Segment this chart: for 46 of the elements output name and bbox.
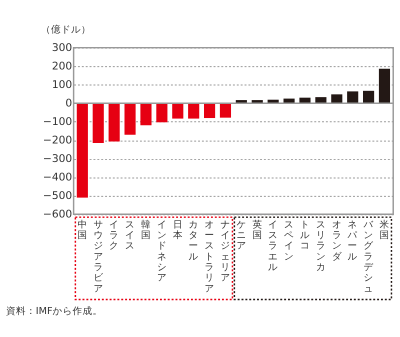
y-tick-label: 100 <box>52 78 72 92</box>
bar <box>124 103 136 135</box>
x-tick-label: 日本 <box>172 219 183 242</box>
x-tick-label: 英国 <box>252 218 262 242</box>
text: 資料：IMFから作成。 <box>6 304 103 317</box>
x-tick-label: ケニア <box>236 219 246 252</box>
y-tick-label: −600 <box>42 208 72 221</box>
bar <box>363 90 374 104</box>
x-tick-label: 中国 <box>77 218 88 242</box>
x-tick-label: オーストラリア <box>204 219 215 294</box>
x-tick-label: カタール <box>188 219 199 262</box>
bar <box>331 94 342 104</box>
x-tick-label: ナイジェリア <box>220 219 230 284</box>
bar <box>188 103 200 119</box>
y-tick-label: 300 <box>52 41 72 54</box>
x-tick-label: スリランカ <box>316 219 326 273</box>
x-tick-label: 韓国 <box>140 218 151 242</box>
y-axis-title: （億ドル） <box>41 24 92 36</box>
bar <box>347 91 358 104</box>
bar <box>76 103 88 198</box>
bar <box>140 103 152 126</box>
y-tick-label: −100 <box>42 115 72 128</box>
bar <box>156 103 168 122</box>
bar <box>172 103 184 119</box>
y-tick-label: 200 <box>52 60 72 73</box>
bar <box>108 103 120 142</box>
x-tick-label: オランダ <box>332 219 343 262</box>
x-tick-label: 米国 <box>379 218 390 242</box>
bar <box>204 103 216 118</box>
x-tick-label: イスラエル <box>268 219 278 273</box>
x-tick-label: スペイン <box>284 219 294 262</box>
y-tick-label: 0 <box>65 96 72 110</box>
x-tick-label: スイス <box>125 219 136 252</box>
y-tick-label: −500 <box>42 189 72 202</box>
bar <box>220 103 232 118</box>
x-tick-label: イラク <box>109 219 120 252</box>
x-tick-label: トルコ <box>300 219 310 252</box>
y-tick-label: −300 <box>42 152 72 166</box>
x-tick-label: バングラデシュ <box>362 219 375 294</box>
y-tick-label: −400 <box>42 170 72 184</box>
bar <box>92 103 104 144</box>
y-tick-label: −200 <box>42 134 72 147</box>
x-tick-label: ネパール <box>346 219 359 262</box>
x-tick-label: サウジアラビア <box>93 219 104 294</box>
bar <box>378 68 390 104</box>
x-tick-label: インドネシア <box>156 219 167 284</box>
